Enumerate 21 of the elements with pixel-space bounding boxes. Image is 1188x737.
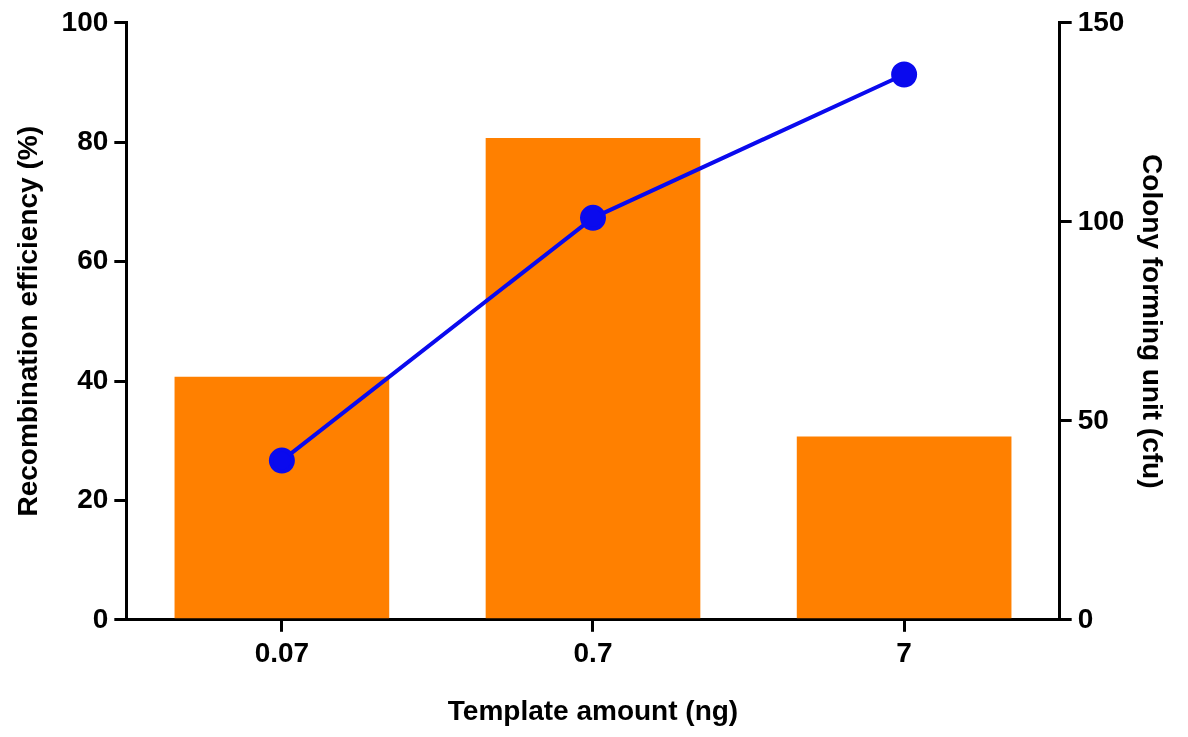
x-tick-label: 7 — [896, 637, 912, 669]
y2-tick-label: 100 — [1077, 204, 1125, 236]
point — [580, 204, 606, 231]
y2-tick-label: 50 — [1077, 403, 1109, 435]
point — [268, 447, 295, 474]
y-tick-label: 40 — [77, 363, 109, 395]
y-tick-label: 20 — [77, 483, 109, 515]
y2-tick-label: 0 — [1077, 602, 1094, 634]
x-axis-title: Template amount (ng) — [447, 694, 739, 726]
x-tick-label: 0.07 — [254, 637, 310, 669]
y2-axis-title: Colony forming unit (cfu) — [1137, 154, 1169, 489]
y-axis-title: Recombination efficiency (%) — [11, 126, 43, 517]
y-tick-label: 80 — [77, 124, 109, 156]
bar — [796, 436, 1012, 619]
bar — [174, 376, 390, 619]
y-tick-label: 100 — [61, 5, 109, 37]
y-tick-label: 60 — [77, 244, 109, 276]
point — [891, 61, 918, 88]
y-tick-label: 0 — [92, 602, 109, 634]
y2-tick-label: 150 — [1077, 5, 1125, 37]
x-tick-label: 0.7 — [573, 637, 613, 669]
